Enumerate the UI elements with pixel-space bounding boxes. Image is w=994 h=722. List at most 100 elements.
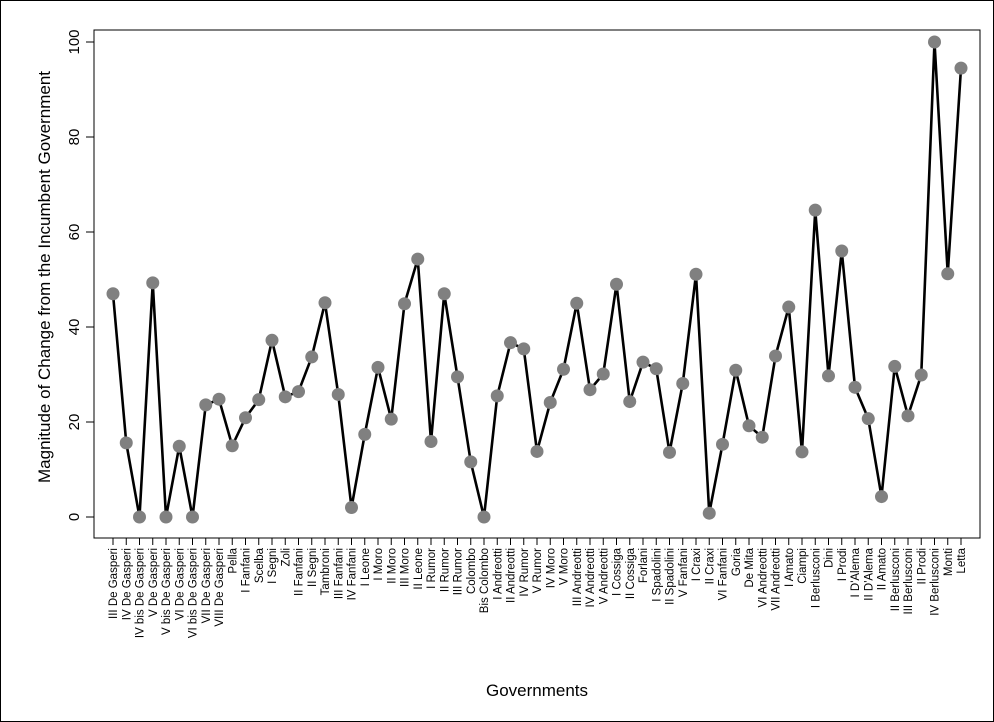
x-tick-label: IV Moro (545, 548, 557, 588)
data-point (239, 411, 252, 425)
data-point (610, 277, 623, 291)
data-point (318, 296, 332, 310)
data-point (649, 362, 663, 376)
data-point (119, 436, 133, 450)
data-point (808, 203, 822, 217)
data-point (146, 276, 160, 290)
data-point (186, 510, 199, 524)
x-tick-label: I Andreotti (492, 548, 504, 600)
data-point (358, 427, 372, 441)
x-tick-label: I Rumor (426, 548, 438, 589)
x-tick-label: Forlani (638, 548, 650, 583)
data-point (305, 350, 319, 364)
data-point (411, 252, 425, 266)
y-tick-label: 0 (66, 513, 83, 521)
x-tick-label: II Cossiga (625, 547, 637, 599)
x-tick-label: V Andreotti (598, 548, 610, 604)
x-tick-label: I Prodi (837, 548, 849, 581)
y-axis-title: Magnitude of Change from the Incumbent G… (35, 71, 54, 483)
x-tick-label: II Amato (877, 548, 889, 590)
x-tick-label: Ciampi (797, 548, 809, 584)
data-point (424, 434, 438, 448)
x-tick-label: II D'Alema (863, 547, 875, 600)
x-tick-label: II Prodi (916, 548, 928, 584)
data-point (954, 61, 968, 75)
data-point (914, 368, 928, 382)
x-tick-label: Pella (227, 547, 239, 573)
data-point (133, 510, 146, 524)
data-point (172, 439, 186, 453)
x-tick-label: I Berlusconi (810, 548, 822, 608)
x-tick-label: I Segni (267, 548, 279, 584)
x-tick-label: Letta (956, 547, 968, 573)
x-tick-label: II Leone (413, 548, 425, 590)
x-tick-label: VIII De Gasperi (214, 548, 226, 627)
x-tick-label: III Rumor (453, 548, 465, 595)
data-point (663, 445, 676, 459)
data-point (477, 510, 491, 524)
data-point (782, 300, 796, 314)
x-tick-label: V Rumor (532, 548, 544, 594)
data-point (278, 390, 292, 404)
data-point (530, 444, 544, 458)
data-point (398, 297, 411, 311)
x-tick-label: Bis Colombo (479, 548, 491, 613)
data-point (861, 412, 875, 426)
x-tick-label: Monti (943, 548, 955, 576)
x-tick-label: I Spadolini (651, 548, 663, 602)
data-point (583, 383, 597, 397)
data-point (769, 349, 782, 363)
x-tick-label: V Moro (559, 548, 571, 585)
x-tick-label: I Leone (360, 548, 372, 586)
data-point (212, 392, 226, 406)
x-tick-label: De Mita (744, 547, 756, 587)
data-point (702, 506, 716, 520)
data-point (888, 359, 902, 373)
x-tick-label: I D'Alema (850, 547, 862, 597)
x-tick-label: I Fanfani (241, 548, 253, 593)
x-tick-label: II Moro (386, 548, 398, 584)
marker-group (106, 35, 968, 524)
y-tick-label: 100 (66, 29, 83, 54)
data-point (848, 380, 862, 394)
y-tick-label: 80 (66, 129, 83, 146)
data-point (596, 367, 610, 381)
data-point (252, 393, 266, 407)
x-tick-label: Zoli (280, 548, 292, 567)
x-tick-label: III Berlusconi (903, 548, 915, 614)
x-tick-label: VI De Gasperi (174, 548, 186, 620)
x-tick-label: II Berlusconi (890, 548, 902, 611)
x-tick-label: VI Andreotti (757, 548, 769, 607)
x-tick-label: II Andreotti (506, 548, 518, 603)
data-point (689, 267, 703, 281)
x-tick-label: I Amato (784, 548, 796, 587)
data-point (106, 287, 120, 301)
data-point (623, 395, 637, 409)
x-tick-label: IV Andreotti (585, 548, 597, 607)
data-point (928, 35, 941, 49)
y-axis: 0 20 40 60 80 100 (66, 29, 94, 521)
x-tick-label: I Cossiga (612, 547, 624, 596)
x-tick-label: Colombo (466, 548, 478, 594)
x-tick-label: Tambroni (320, 548, 332, 595)
data-point (875, 490, 888, 504)
y-tick-label: 60 (66, 224, 83, 241)
data-point (557, 362, 570, 376)
x-tick-label: Goria (731, 547, 743, 576)
x-tick-label: I Craxi (691, 548, 703, 581)
data-point (331, 387, 345, 401)
x-tick-label: IV De Gasperi (121, 548, 133, 620)
x-tick-label: III De Gasperi (108, 548, 120, 619)
data-point (265, 333, 279, 347)
y-tick-label: 40 (66, 319, 83, 336)
data-point (742, 419, 756, 433)
series-group (106, 35, 968, 524)
x-axis-title: Governments (486, 681, 588, 700)
x-tick-label: V Fanfani (678, 548, 690, 597)
data-point (676, 377, 690, 391)
x-tick-label: II Fanfani (294, 548, 306, 596)
data-point (225, 439, 239, 453)
data-point (517, 342, 531, 356)
data-point (729, 363, 743, 377)
